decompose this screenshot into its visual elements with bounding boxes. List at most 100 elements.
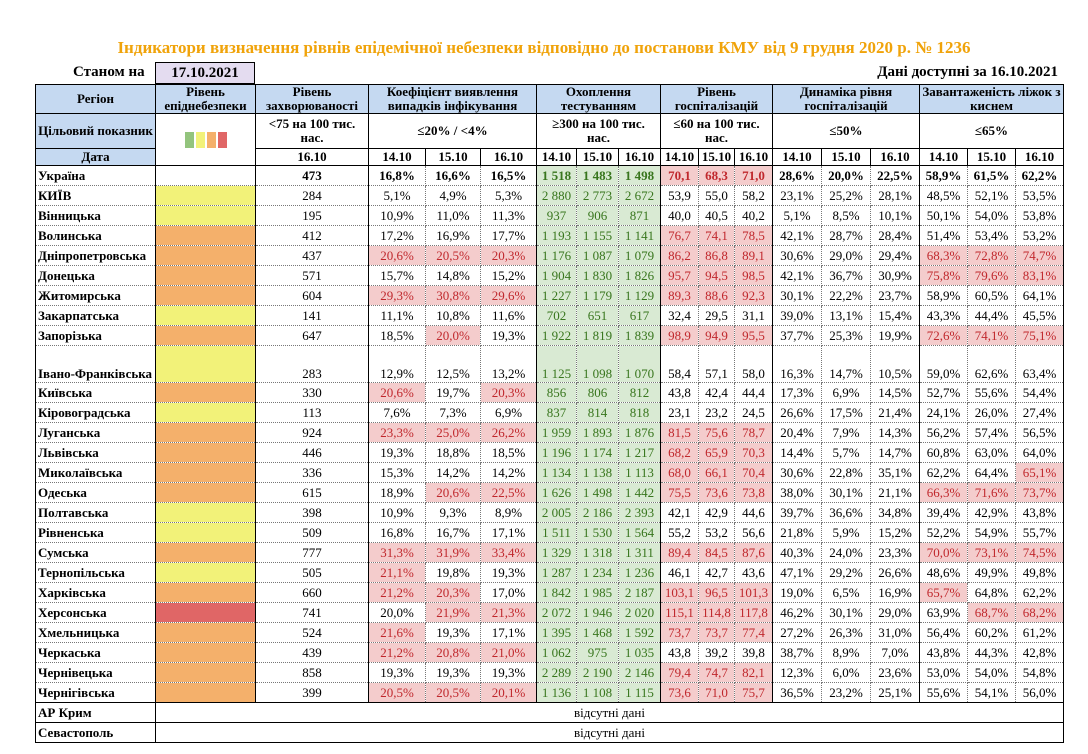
dyn-value: 14,4% <box>772 442 822 463</box>
dyn-value: 22,5% <box>870 165 920 186</box>
testing-value: 1 946 <box>576 602 619 623</box>
table-row: Одеська 615 18,9% 20,6% 22,5% 1 626 1 498 1 442… <box>35 482 1064 503</box>
beds-value: 72,8% <box>967 245 1016 266</box>
hosp-value: 96,5 <box>698 582 735 603</box>
coef-value: 29,6% <box>480 285 537 306</box>
coef-value: 29,3% <box>368 285 426 306</box>
testing-value: 1 893 <box>576 422 619 443</box>
level-indicator <box>155 402 256 423</box>
level-indicator <box>155 245 256 266</box>
testing-value: 1 395 <box>536 622 577 643</box>
hosp-value: 32,4 <box>660 305 699 326</box>
hosp-value: 98,5 <box>734 265 773 286</box>
level-indicator <box>155 442 256 463</box>
date-header: 15.10 <box>425 148 481 166</box>
level-indicator <box>155 285 256 306</box>
incidence-value: 330 <box>255 382 369 403</box>
dyn-value: 39,7% <box>772 502 822 523</box>
coef-value: 19,3% <box>425 662 481 683</box>
coef-value: 16,5% <box>480 165 537 186</box>
testing-value: 1 511 <box>536 522 577 543</box>
testing-value: 1 311 <box>618 542 661 563</box>
beds-value: 62,2% <box>1015 165 1064 186</box>
coef-value: 21,9% <box>425 602 481 623</box>
target-hosp: ≤60 на 100 тис. нас. <box>660 113 773 149</box>
incidence-value: 398 <box>255 502 369 523</box>
beds-value: 53,4% <box>967 225 1016 246</box>
hosp-value: 66,1 <box>698 462 735 483</box>
beds-value: 55,6% <box>967 382 1016 403</box>
coef-value: 19,3% <box>480 662 537 683</box>
testing-value: 2 187 <box>618 582 661 603</box>
hosp-value: 58,4 <box>660 345 699 383</box>
testing-value: 837 <box>536 402 577 423</box>
table-row: Херсонська 741 20,0% 21,9% 21,3% 2 072 1 946 2 … <box>35 602 1064 623</box>
region-name: Чернігівська <box>35 682 156 703</box>
beds-value: 54,4% <box>1015 382 1064 403</box>
hosp-value: 31,1 <box>734 305 773 326</box>
beds-value: 56,5% <box>1015 422 1064 443</box>
table-row: Чернівецька 858 19,3% 19,3% 19,3% 2 289 2 190 2… <box>35 662 1064 683</box>
level-indicator <box>155 582 256 603</box>
legend-yellow-swatch <box>195 131 205 148</box>
dyn-value: 36,6% <box>821 502 871 523</box>
beds-value: 71,6% <box>967 482 1016 503</box>
beds-value: 68,7% <box>967 602 1016 623</box>
date-header: 15.10 <box>698 148 735 166</box>
testing-value: 1 234 <box>576 562 619 583</box>
beds-value: 56,0% <box>1015 682 1064 703</box>
dyn-value: 8,9% <box>821 642 871 663</box>
coef-value: 18,5% <box>480 442 537 463</box>
incidence-value: 437 <box>255 245 369 266</box>
testing-value: 937 <box>536 205 577 226</box>
hosp-value: 89,3 <box>660 285 699 306</box>
beds-value: 54,1% <box>967 682 1016 703</box>
region-name: Тернопільська <box>35 562 156 583</box>
table-row: Хмельницька 524 21,6% 19,3% 17,1% 1 395 1 468 1… <box>35 622 1064 643</box>
testing-value: 1 830 <box>576 265 619 286</box>
beds-value: 53,2% <box>1015 225 1064 246</box>
testing-value: 1 087 <box>576 245 619 266</box>
hosp-value: 40,0 <box>660 205 699 226</box>
beds-value: 52,1% <box>967 185 1016 206</box>
coef-value: 26,2% <box>480 422 537 443</box>
coef-value: 17,2% <box>368 225 426 246</box>
testing-value: 2 020 <box>618 602 661 623</box>
coef-value: 20,5% <box>425 682 481 703</box>
beds-value: 74,7% <box>1015 245 1064 266</box>
hosp-value: 68,0 <box>660 462 699 483</box>
beds-value: 60,2% <box>967 622 1016 643</box>
testing-value: 1 098 <box>576 345 619 383</box>
beds-value: 58,9% <box>919 285 968 306</box>
beds-value: 50,1% <box>919 205 968 226</box>
coef-value: 17,7% <box>480 225 537 246</box>
testing-value: 856 <box>536 382 577 403</box>
dyn-value: 20,0% <box>821 165 871 186</box>
testing-value: 812 <box>618 382 661 403</box>
dyn-value: 28,7% <box>821 225 871 246</box>
dyn-value: 24,0% <box>821 542 871 563</box>
testing-value: 2 393 <box>618 502 661 523</box>
region-name: Донецька <box>35 265 156 286</box>
date-incidence: 16.10 <box>255 148 369 166</box>
region-name: Херсонська <box>35 602 156 623</box>
region-name: Запорізька <box>35 325 156 346</box>
beds-value: 48,6% <box>919 562 968 583</box>
region-name: Кіровоградська <box>35 402 156 423</box>
dyn-value: 46,2% <box>772 602 822 623</box>
dyn-value: 23,2% <box>821 682 871 703</box>
hosp-value: 103,1 <box>660 582 699 603</box>
hosp-value: 39,8 <box>734 642 773 663</box>
region-name: Дніпропетровська <box>35 245 156 266</box>
dyn-value: 26,6% <box>870 562 920 583</box>
coef-value: 17,1% <box>480 622 537 643</box>
testing-value: 1 155 <box>576 225 619 246</box>
testing-value: 1 176 <box>536 245 577 266</box>
beds-value: 61,2% <box>1015 622 1064 643</box>
hosp-value: 71,0 <box>734 165 773 186</box>
incidence-value: 399 <box>255 682 369 703</box>
dyn-value: 14,3% <box>870 422 920 443</box>
level-indicator <box>155 662 256 683</box>
hosp-value: 58,2 <box>734 185 773 206</box>
level-indicator <box>155 225 256 246</box>
